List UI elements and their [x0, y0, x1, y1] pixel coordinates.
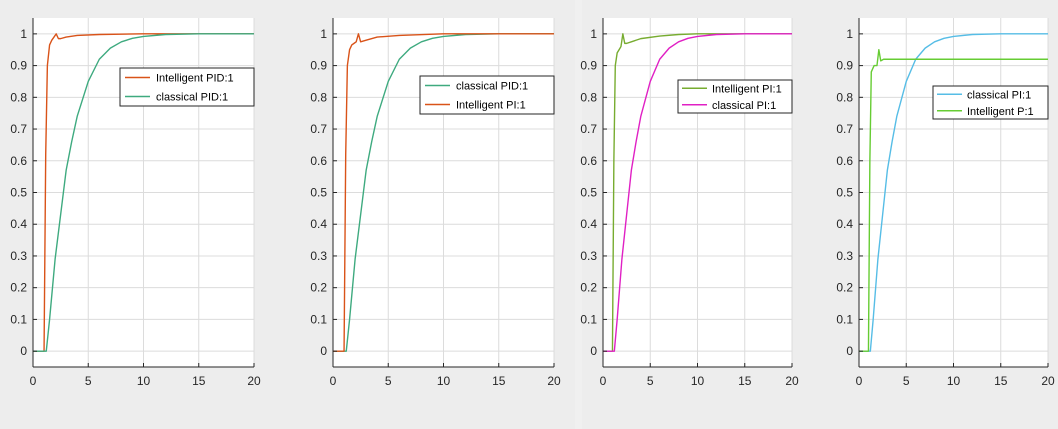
y-tick-label: 0.1 [580, 312, 597, 326]
series-line-intelligent-pid-1 [33, 33, 254, 352]
x-tick-label: 10 [437, 374, 451, 388]
y-tick-label: 0.5 [580, 186, 597, 200]
x-tick-label: 10 [947, 374, 961, 388]
y-tick-label: 0 [590, 344, 597, 358]
x-tick-label: 5 [903, 374, 910, 388]
x-tick-label: 0 [600, 374, 607, 388]
legend: Intelligent PID:1 classical PID:1 [119, 67, 255, 107]
series-line-intelligent-pi-1 [333, 33, 554, 352]
legend-box [419, 75, 555, 115]
legend-label-classical-pid-1: classical PID:1 [156, 92, 228, 104]
y-tick-label: 0.4 [580, 217, 597, 231]
legend: classical PID:1 Intelligent PI:1 [419, 75, 555, 115]
legend-label-intelligent-pid-1: Intelligent PID:1 [156, 73, 234, 85]
legend-label-classical-pid-1: classical PID:1 [456, 81, 528, 93]
x-tick-label: 15 [192, 374, 206, 388]
series-line-classical-pi-1 [859, 33, 1048, 352]
y-tick-label: 1 [20, 27, 27, 41]
y-tick-label: 0.8 [580, 90, 597, 104]
y-tick-label: 0.3 [310, 249, 327, 263]
y-tick-label: 0.4 [10, 217, 27, 231]
x-tick-label: 20 [247, 374, 261, 388]
y-tick-label: 0 [846, 344, 853, 358]
legend-label-intelligent-pi-1: Intelligent PI:1 [712, 83, 782, 95]
y-tick-label: 0.1 [10, 312, 27, 326]
y-tick-label: 1 [590, 27, 597, 41]
y-tick-label: 0.5 [10, 186, 27, 200]
y-tick-label: 0.7 [10, 122, 27, 136]
x-tick-label: 5 [85, 374, 92, 388]
y-tick-label: 0.9 [580, 59, 597, 73]
x-tick-label: 15 [994, 374, 1008, 388]
y-tick-label: 0 [320, 344, 327, 358]
x-tick-label: 5 [647, 374, 654, 388]
y-tick-label: 1 [320, 27, 327, 41]
legend-label-classical-pi-1: classical PI:1 [967, 89, 1031, 101]
legend-box [677, 79, 793, 114]
y-tick-label: 0.7 [836, 122, 853, 136]
chart-4: 0 5 10 15 20 0 0.1 0.2 0.3 0.4 0.5 0.6 0.7 0.8 0.9 1 cla… [836, 18, 1055, 388]
y-tick-label: 0.3 [580, 249, 597, 263]
y-tick-label: 0.9 [10, 59, 27, 73]
y-tick-label: 0.9 [310, 59, 327, 73]
y-tick-label: 0.8 [836, 90, 853, 104]
y-tick-label: 0 [20, 344, 27, 358]
y-tick-label: 1 [846, 27, 853, 41]
x-tick-label: 20 [547, 374, 561, 388]
series-line-intelligent-pi-1 [603, 33, 792, 352]
x-tick-label: 0 [330, 374, 337, 388]
x-tick-label: 15 [492, 374, 506, 388]
legend: classical PI:1 Intelligent P:1 [932, 85, 1049, 120]
x-tick-label: 10 [691, 374, 705, 388]
y-tick-label: 0.4 [310, 217, 327, 231]
y-tick-label: 0.4 [836, 217, 853, 231]
y-tick-label: 0.2 [310, 281, 327, 295]
x-tick-label: 0 [856, 374, 863, 388]
y-tick-label: 0.7 [310, 122, 327, 136]
legend: Intelligent PI:1 classical PI:1 [677, 79, 793, 114]
y-tick-label: 0.2 [580, 281, 597, 295]
legend-label-intelligent-p-1: Intelligent P:1 [967, 106, 1034, 118]
x-tick-label: 20 [1041, 374, 1055, 388]
y-tick-label: 0.2 [10, 281, 27, 295]
y-tick-label: 0.1 [836, 312, 853, 326]
x-tick-label: 5 [385, 374, 392, 388]
y-tick-label: 0.2 [836, 281, 853, 295]
chart-3: 0 5 10 15 20 0 0.1 0.2 0.3 0.4 0.5 0.6 0.7 0.8 0.9 1 Int… [580, 18, 799, 388]
series-line-classical-pid-1 [33, 33, 254, 352]
y-tick-label: 0.3 [10, 249, 27, 263]
chart-1: 0 5 10 15 20 0 0.1 0.2 0.3 0.4 0.5 0.6 0.7 0.8 0.9 1 Int… [10, 18, 261, 388]
y-tick-label: 0.5 [836, 186, 853, 200]
y-tick-label: 0.6 [580, 154, 597, 168]
legend-box [932, 85, 1049, 120]
legend-label-classical-pi-1: classical PI:1 [712, 100, 776, 112]
x-tick-label: 15 [738, 374, 752, 388]
x-tick-label: 0 [30, 374, 37, 388]
y-tick-label: 0.7 [580, 122, 597, 136]
y-tick-label: 0.5 [310, 186, 327, 200]
x-tick-label: 10 [137, 374, 151, 388]
chart-2: 0 5 10 15 20 0 0.1 0.2 0.3 0.4 0.5 0.6 0.7 0.8 0.9 1 cla… [310, 18, 561, 388]
y-tick-label: 0.8 [10, 90, 27, 104]
series-line-classical-pid-1 [333, 33, 554, 352]
y-tick-label: 0.8 [310, 90, 327, 104]
y-tick-label: 0.1 [310, 312, 327, 326]
y-tick-label: 0.6 [310, 154, 327, 168]
y-tick-label: 0.9 [836, 59, 853, 73]
y-tick-label: 0.3 [836, 249, 853, 263]
x-tick-label: 20 [785, 374, 799, 388]
series-line-classical-pi-1 [603, 33, 792, 352]
legend-box [119, 67, 255, 107]
legend-label-intelligent-pi-1: Intelligent PI:1 [456, 100, 526, 112]
y-tick-label: 0.6 [10, 154, 27, 168]
series-line-intelligent-p-1 [859, 49, 1048, 352]
y-tick-label: 0.6 [836, 154, 853, 168]
